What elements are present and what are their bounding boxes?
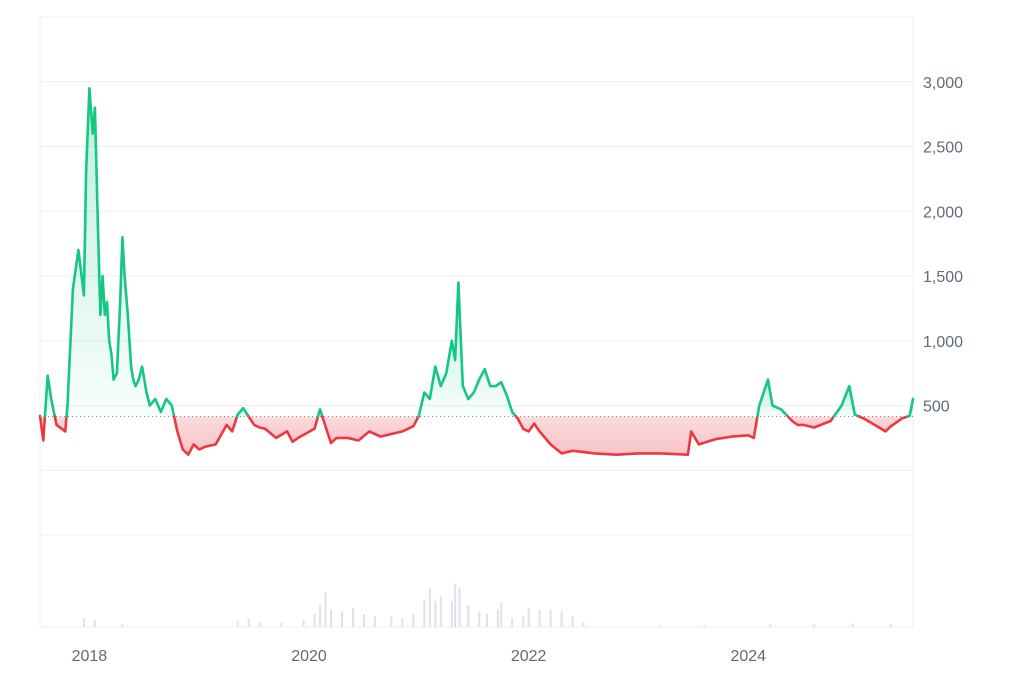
y-tick-label: 2,500 [923, 140, 963, 157]
volume-bar [852, 624, 854, 627]
volume-bar [478, 611, 480, 627]
y-tick-label: 1,500 [923, 269, 963, 286]
volume-bar [890, 624, 892, 627]
x-tick-label: 2022 [511, 648, 547, 665]
volume-bar [363, 614, 365, 627]
volume-bar [248, 618, 250, 627]
volume-bar [522, 617, 524, 627]
price-areas [40, 88, 913, 455]
volume-bar [341, 611, 343, 627]
area-below-baseline [516, 417, 757, 455]
volume-bar [319, 605, 321, 627]
x-tick-label: 2018 [72, 648, 108, 665]
volume-bar [401, 618, 403, 627]
grid [40, 17, 913, 627]
volume-bar [769, 624, 771, 627]
volume-bar [451, 601, 453, 627]
volume-bar [500, 603, 502, 627]
y-tick-label: 500 [923, 399, 950, 416]
volume-bar [659, 625, 661, 627]
volume-bar [330, 610, 332, 627]
volume-bar [352, 608, 354, 627]
x-tick-label: 2024 [730, 648, 766, 665]
volume-bar [83, 618, 85, 627]
y-axis: 500 1,000 1,500 2,000 2,500 3,000 [923, 75, 963, 416]
area-below-baseline [249, 417, 318, 442]
volume-bar [440, 597, 442, 627]
volume-bar [511, 618, 513, 627]
volume-bar [429, 588, 431, 627]
volume-bar [458, 588, 460, 627]
volume-bar [434, 601, 436, 627]
volume-bar [572, 617, 574, 627]
volume-bar [539, 610, 541, 627]
volume-bar [703, 625, 705, 627]
volume-bar [325, 592, 327, 627]
volume-bar [486, 614, 488, 627]
volume-bar [412, 614, 414, 627]
y-tick-label: 3,000 [923, 75, 963, 92]
volume-bars [83, 584, 892, 628]
area-above-baseline [67, 88, 175, 416]
volume-bar [390, 617, 392, 627]
volume-bar [281, 623, 283, 627]
y-tick-label: 1,000 [923, 334, 963, 351]
volume-bar [497, 610, 499, 627]
volume-bar [121, 624, 123, 627]
volume-bar [813, 624, 815, 627]
volume-bar [454, 584, 456, 628]
volume-bar [550, 610, 552, 627]
volume-bar [583, 622, 585, 627]
x-axis: 2018 2020 2022 2024 [72, 648, 767, 665]
x-tick-label: 2020 [291, 648, 327, 665]
volume-bar [259, 622, 261, 627]
volume-bar [314, 614, 316, 627]
volume-bar [528, 608, 530, 627]
volume-bar [423, 601, 425, 627]
volume-bar [237, 621, 239, 627]
volume-bar [303, 620, 305, 627]
volume-bar [374, 617, 376, 627]
volume-bar [561, 611, 563, 627]
volume-bar [467, 605, 469, 627]
y-tick-label: 2,000 [923, 204, 963, 221]
volume-bar [94, 620, 96, 627]
